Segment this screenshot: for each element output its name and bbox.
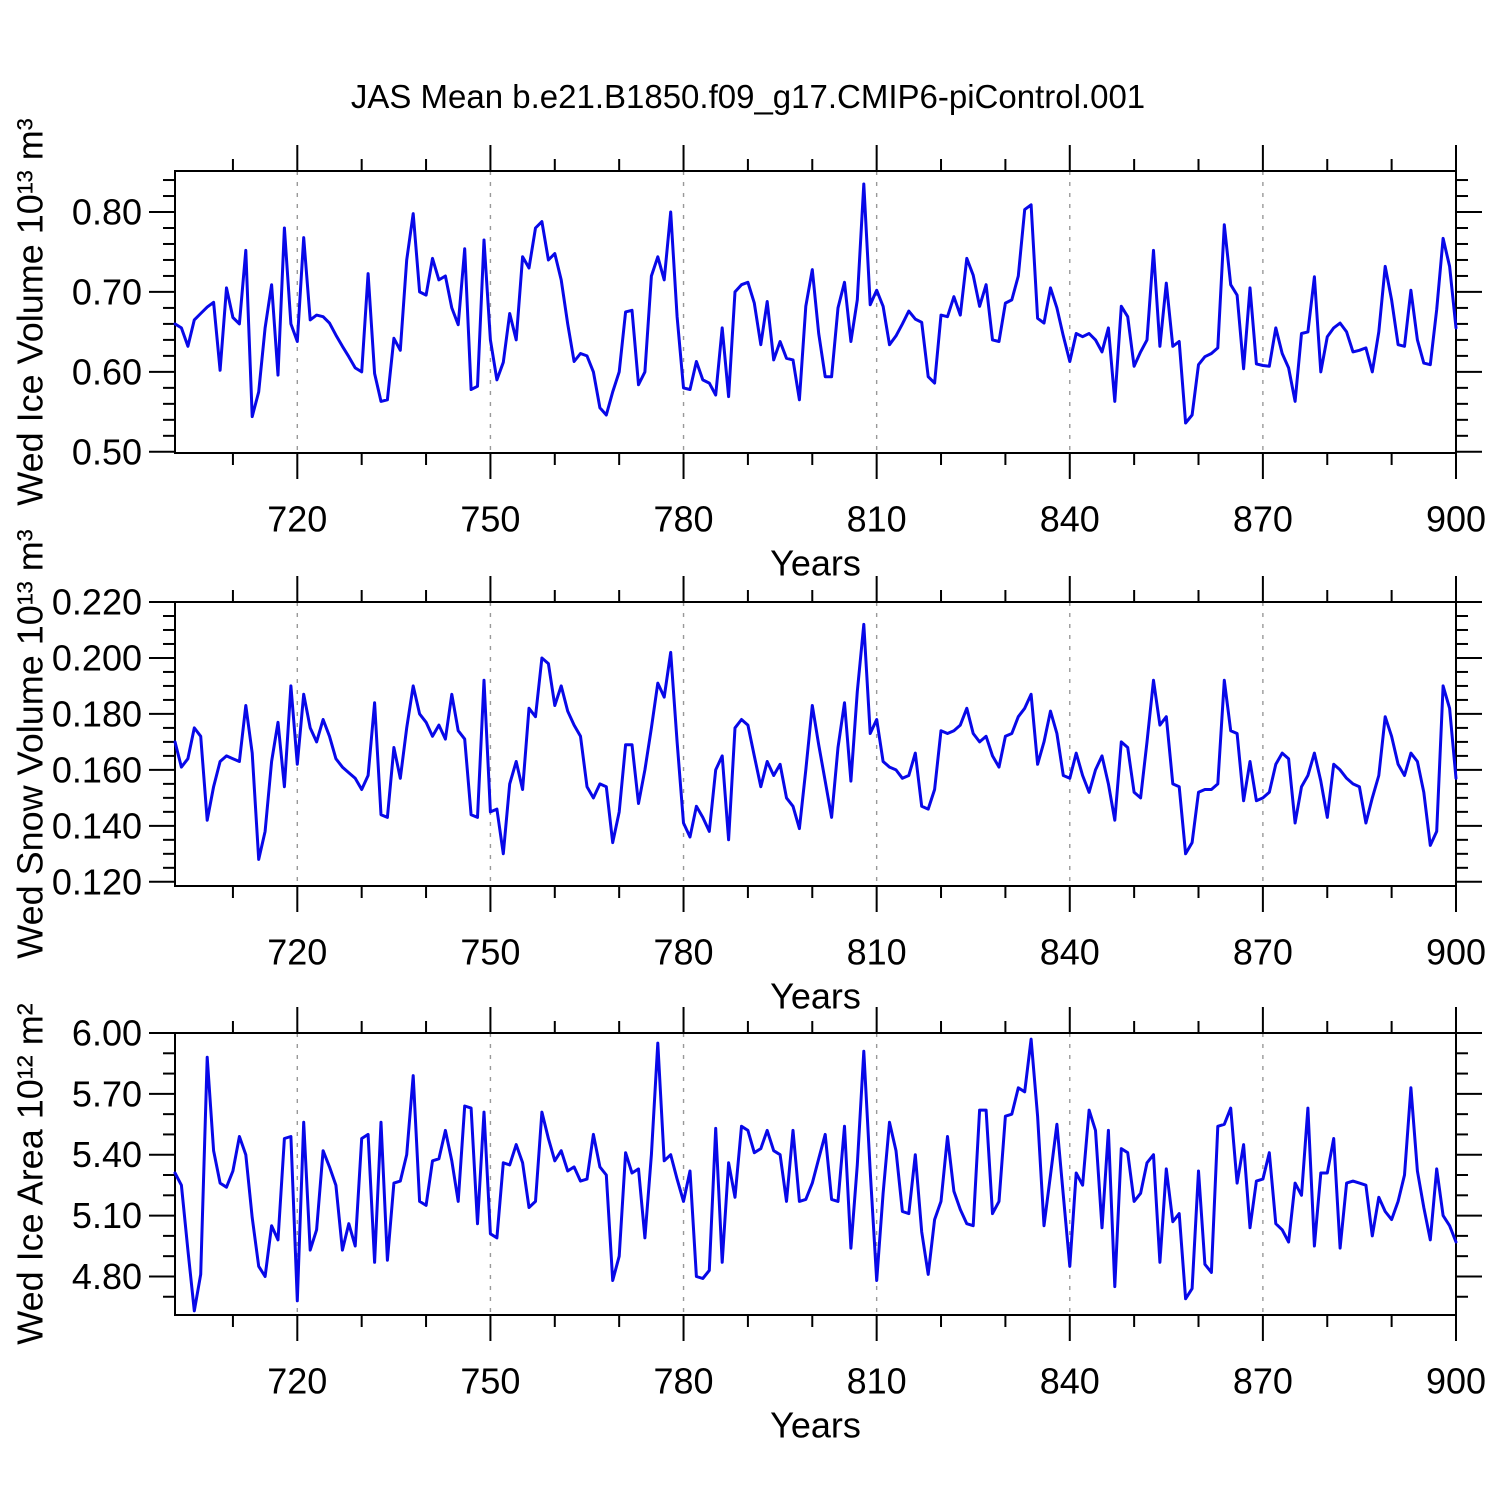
y-tick-label: 5.40: [72, 1134, 142, 1175]
x-axis-title: Years: [770, 543, 861, 584]
plot-frame: [174, 601, 1457, 887]
plot-frame: [174, 170, 1457, 454]
y-tick-label: 0.60: [72, 351, 142, 392]
y-tick-label: 0.80: [72, 192, 142, 233]
x-tick-label: 900: [1426, 932, 1486, 973]
wed-snow-volume-series: [173, 622, 1458, 861]
wed-ice-volume-series: [173, 182, 1458, 425]
wed-snow-volume-plot: 720 750 780 810 840 870 900 0.120 0.140 0.160 0.18…: [10, 529, 1487, 1016]
y-tick-label: 0.120: [52, 861, 142, 902]
y-tick-label: 0.140: [52, 805, 142, 846]
y-axis-title: Wed Ice Area 10¹² m²: [10, 1003, 51, 1344]
wed-ice-volume-plot: 720 750 780 810 840 870 900 0.50 0.60 0.70 0.80 Yea…: [10, 118, 1487, 583]
x-tick-label: 780: [653, 499, 713, 540]
y-tick-label: 4.80: [72, 1256, 142, 1297]
y-tick-label: 0.160: [52, 749, 142, 790]
y-tick-label: 0.70: [72, 271, 142, 312]
x-tick-label: 840: [1040, 932, 1100, 973]
y-tick-label: 0.50: [72, 431, 142, 472]
x-tick-label: 810: [847, 932, 907, 973]
x-tick-label: 870: [1233, 1361, 1293, 1402]
y-tick-label: 0.180: [52, 693, 142, 734]
x-tick-label: 750: [460, 1361, 520, 1402]
x-tick-label: 900: [1426, 1361, 1486, 1402]
x-tick-label: 810: [847, 1361, 907, 1402]
y-tick-label: 5.70: [72, 1073, 142, 1114]
x-tick-label: 720: [267, 932, 327, 973]
wed-ice-area-plot: 720 750 780 810 840 870 900 4.80 5.10 5.40 5.70 6.0…: [10, 1003, 1487, 1445]
x-tick-label: 870: [1233, 499, 1293, 540]
y-tick-label: 6.00: [72, 1013, 142, 1054]
x-tick-label: 780: [653, 932, 713, 973]
x-tick-label: 750: [460, 932, 520, 973]
y-axis-title: Wed Ice Volume 10¹³ m³: [10, 118, 51, 505]
x-tick-label: 840: [1040, 499, 1100, 540]
x-tick-label: 810: [847, 499, 907, 540]
x-tick-label: 720: [267, 499, 327, 540]
y-tick-label: 5.10: [72, 1195, 142, 1236]
chart-title: JAS Mean b.e21.B1850.f09_g17.CMIP6-piCon…: [350, 78, 1146, 115]
x-axis-title: Years: [770, 976, 861, 1017]
x-tick-label: 780: [653, 1361, 713, 1402]
x-tick-label: 720: [267, 1361, 327, 1402]
x-axis-title: Years: [770, 1405, 861, 1446]
x-tick-label: 900: [1426, 499, 1486, 540]
y-tick-label: 0.220: [52, 582, 142, 623]
x-tick-label: 870: [1233, 932, 1293, 973]
y-tick-label: 0.200: [52, 637, 142, 678]
y-axis-title: Wed Snow Volume 10¹³ m³: [10, 529, 51, 959]
x-tick-label: 840: [1040, 1361, 1100, 1402]
x-tick-label: 750: [460, 499, 520, 540]
wed-ice-area-series: [173, 1037, 1458, 1313]
